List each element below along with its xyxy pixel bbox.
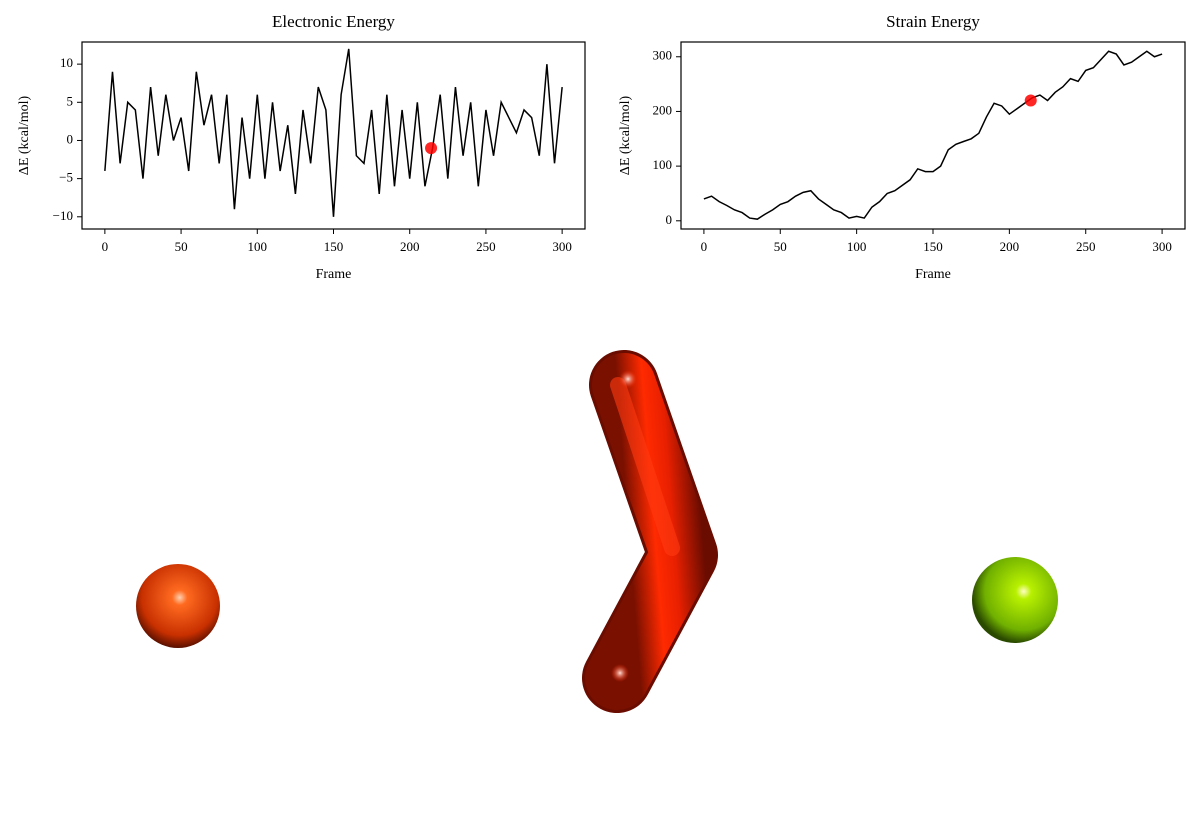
data-line — [703, 50, 1163, 220]
x-axis-label: Frame — [915, 267, 951, 282]
specular — [619, 370, 637, 388]
x-tick-label: 150 — [923, 239, 943, 254]
y-tick-label: 100 — [653, 157, 673, 172]
plot-frame — [680, 41, 1186, 230]
data-line — [104, 48, 563, 217]
chart-title: Electronic Energy — [272, 12, 395, 31]
x-tick-label: 100 — [248, 239, 268, 254]
x-tick-label: 0 — [701, 239, 708, 254]
x-tick-label: 50 — [175, 239, 188, 254]
specular — [611, 664, 629, 682]
x-tick-label: 250 — [476, 239, 496, 254]
chart: Strain Energy Frame ΔE (kcal/mol) 0 50 100 150… — [618, 12, 1186, 282]
y-tick-label: 0 — [67, 131, 74, 146]
x-axis-label: Frame — [316, 267, 352, 282]
highlight-point — [1024, 94, 1037, 107]
y-axis-label: ΔE (kcal/mol) — [618, 95, 633, 175]
x-tick-label: 200 — [400, 239, 420, 254]
y-tick-label: 10 — [60, 55, 73, 70]
plot-frame — [81, 41, 586, 230]
x-tick-label: 0 — [102, 239, 109, 254]
x-tick-label: 250 — [1076, 239, 1096, 254]
molecule-render — [136, 350, 1058, 713]
y-tick-label: 0 — [666, 212, 673, 227]
chart-title: Strain Energy — [886, 12, 980, 31]
y-tick-label: −5 — [59, 170, 73, 185]
y-tick-label: 200 — [653, 102, 673, 117]
atom — [136, 564, 220, 648]
x-tick-label: 300 — [552, 239, 572, 254]
x-tick-label: 100 — [847, 239, 867, 254]
y-tick-label: 300 — [653, 48, 673, 63]
y-tick-label: −10 — [53, 208, 73, 223]
bond-highlight — [610, 377, 680, 556]
highlight-point — [425, 142, 438, 155]
x-tick-label: 50 — [774, 239, 787, 254]
x-tick-label: 150 — [324, 239, 344, 254]
atom — [972, 557, 1058, 643]
x-tick-label: 200 — [1000, 239, 1020, 254]
y-tick-label: 5 — [67, 93, 74, 108]
x-tick-label: 300 — [1152, 239, 1172, 254]
y-axis-label: ΔE (kcal/mol) — [17, 95, 32, 175]
